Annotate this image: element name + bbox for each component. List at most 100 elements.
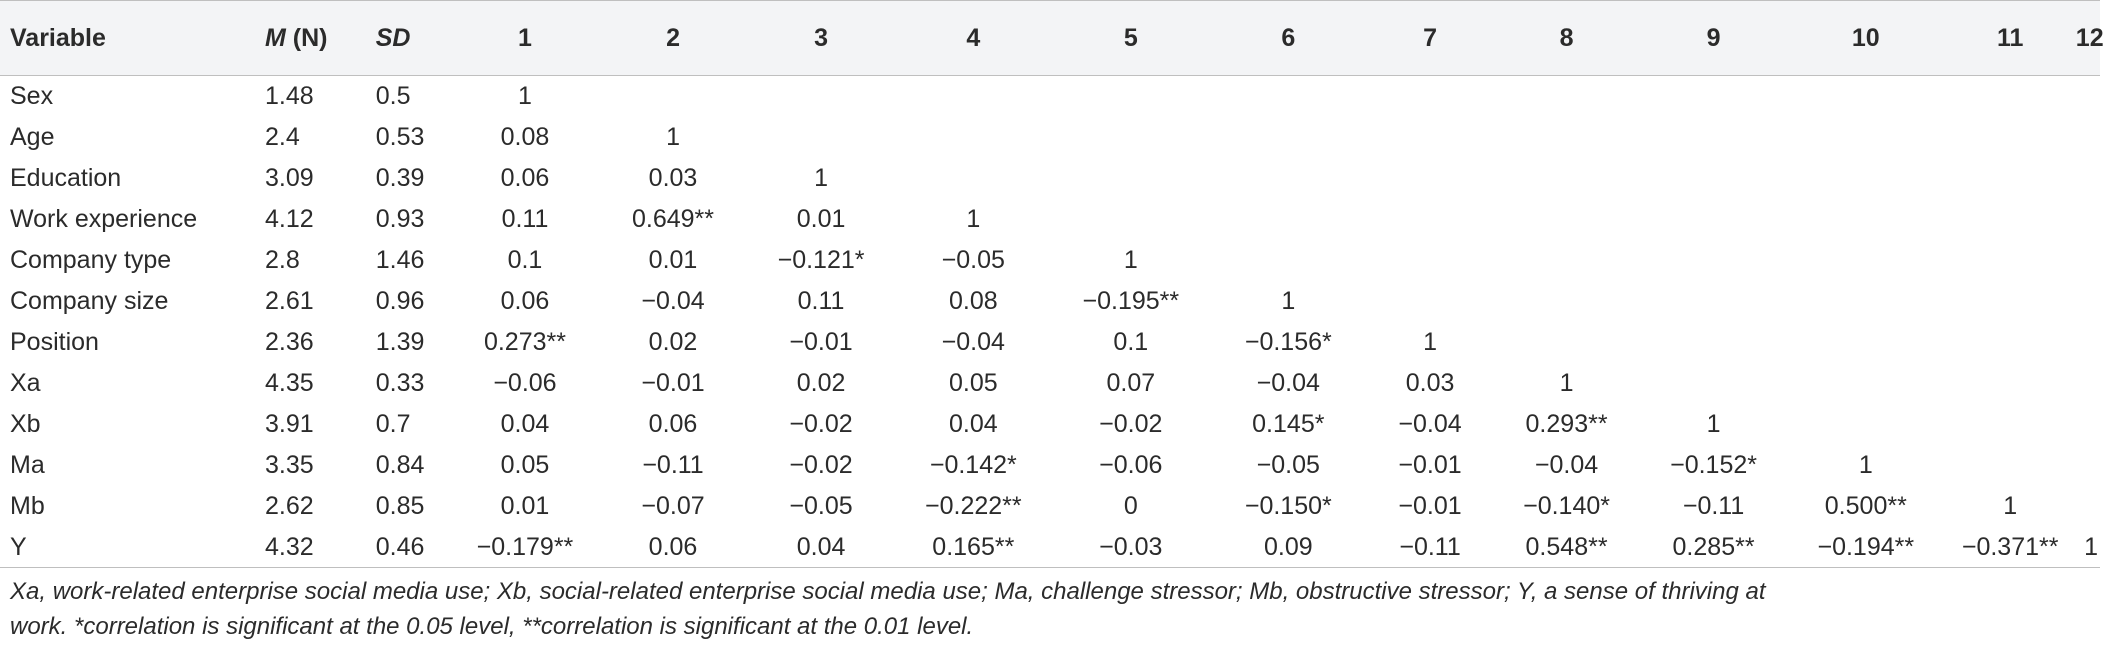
correlation-cell bbox=[2076, 486, 2100, 527]
correlation-cell bbox=[1945, 199, 2076, 240]
correlation-cell: 0.06 bbox=[500, 287, 550, 315]
header-variable: Variable bbox=[0, 0, 252, 76]
correlation-cell: 0.06 bbox=[500, 164, 550, 192]
correlation-cell: 0.01 bbox=[500, 492, 550, 520]
header-mean: M (N) bbox=[251, 0, 373, 76]
correlation-cell bbox=[598, 76, 747, 118]
correlation-cell: −0.01 bbox=[1398, 492, 1462, 520]
correlation-cell bbox=[1052, 199, 1210, 240]
correlation-cell bbox=[1367, 158, 1493, 199]
mean-cell: 4.32 bbox=[251, 527, 373, 568]
correlation-cell: −0.194** bbox=[1787, 527, 1945, 568]
correlation-cell: −0.01 bbox=[789, 328, 853, 356]
correlation-cell bbox=[1210, 117, 1368, 158]
correlation-cell bbox=[2076, 117, 2100, 158]
header-row: Variable M (N) SD 1 2 3 4 5 6 7 8 9 10 1… bbox=[0, 0, 2104, 76]
correlation-cell bbox=[1210, 199, 1368, 240]
correlation-cell bbox=[1052, 117, 1210, 158]
sd-cell: 1.39 bbox=[375, 328, 425, 356]
correlation-cell bbox=[1640, 117, 1787, 158]
correlation-cell bbox=[1945, 158, 2076, 199]
correlation-cell: 0.293** bbox=[1525, 410, 1608, 438]
correlation-cell: 0.06 bbox=[598, 527, 748, 568]
variable-name-cell: Age bbox=[10, 123, 55, 151]
sd-cell: 0.93 bbox=[375, 205, 425, 233]
correlation-cell: 0.273** bbox=[483, 328, 566, 356]
correlation-cell: −0.04 bbox=[1256, 369, 1320, 397]
correlation-cell bbox=[2076, 363, 2100, 404]
mean-cell: 2.62 bbox=[264, 492, 314, 520]
footnote-line-2: work. *correlation is significant at the… bbox=[10, 613, 974, 640]
correlation-cell bbox=[1945, 363, 2076, 404]
correlation-cell: −0.121* bbox=[777, 246, 865, 274]
table-row: Sex 1.48 0.5 1 bbox=[0, 76, 2100, 118]
variable-name-cell: Position bbox=[10, 328, 99, 356]
correlation-cell bbox=[1945, 240, 2076, 281]
header-col-3: 3 bbox=[747, 0, 895, 76]
mean-cell: 2.36 bbox=[264, 328, 314, 356]
correlation-cell bbox=[1640, 363, 1787, 404]
correlation-cell: 0.145* bbox=[1252, 410, 1325, 438]
correlation-cell: −0.02 bbox=[789, 451, 853, 479]
correlation-cell bbox=[1945, 404, 2076, 445]
correlation-cell: 0.08 bbox=[500, 123, 550, 151]
correlation-cell: −0.07 bbox=[641, 492, 705, 520]
correlation-cell: 0.05 bbox=[948, 369, 998, 397]
table-row: Position 2.36 1.39 0.273** 0.02 −0.01 −0.04 0.1… bbox=[0, 322, 2100, 363]
mean-cell: 2.61 bbox=[264, 287, 314, 315]
header-col-6: 6 bbox=[1209, 0, 1368, 76]
correlation-cell: −0.150* bbox=[1244, 492, 1332, 520]
correlation-cell: 0.09 bbox=[1209, 527, 1368, 568]
correlation-cell bbox=[1787, 322, 1945, 363]
correlation-cell bbox=[1367, 199, 1493, 240]
table-row: Xb 3.91 0.7 0.04 0.06 −0.02 0.04 −0.02 0.145* −0.… bbox=[0, 404, 2100, 445]
correlation-cell: 0.165** bbox=[894, 527, 1053, 568]
correlation-cell: −0.140* bbox=[1523, 492, 1610, 520]
correlation-cell bbox=[1493, 199, 1640, 240]
correlation-cell: −0.05 bbox=[1256, 451, 1320, 479]
sd-cell: 0.46 bbox=[372, 527, 452, 568]
sd-cell: 0.33 bbox=[375, 369, 425, 397]
table-row: Company type 2.8 1.46 0.1 0.01 −0.121* −0.05 1 bbox=[0, 240, 2100, 281]
correlation-cell bbox=[1787, 240, 1945, 281]
correlation-cell: 1 bbox=[1559, 369, 1574, 397]
header-col-9: 9 bbox=[1640, 0, 1788, 76]
header-mean-n: (N) bbox=[285, 23, 328, 52]
correlation-table: Variable M (N) SD 1 2 3 4 5 6 7 8 9 10 1… bbox=[0, 0, 2104, 568]
correlation-cell: 0.07 bbox=[1106, 369, 1156, 397]
variable-name-cell: Y bbox=[0, 527, 252, 568]
correlation-cell: −0.04 bbox=[941, 328, 1005, 356]
correlation-cell bbox=[895, 76, 1053, 118]
variable-name-cell: Work experience bbox=[10, 205, 198, 233]
correlation-cell bbox=[1787, 199, 1945, 240]
variable-name-cell: Company type bbox=[10, 246, 172, 274]
correlation-cell: 0.1 bbox=[1113, 328, 1149, 356]
variable-name-cell: Sex bbox=[10, 82, 54, 110]
correlation-cell bbox=[2076, 322, 2100, 363]
correlation-cell: −0.152* bbox=[1670, 451, 1757, 479]
header-col-2: 2 bbox=[598, 0, 748, 76]
correlation-cell: 1 bbox=[518, 82, 532, 110]
correlation-cell: −0.06 bbox=[1099, 451, 1163, 479]
table-body: Sex 1.48 0.5 1 Age 2.4 0.53 0.08 1 Education 3.09 0… bbox=[0, 76, 2100, 568]
correlation-cell: 0.04 bbox=[747, 527, 895, 568]
table-row: Work experience 4.12 0.93 0.11 0.649** 0.01 1 bbox=[0, 199, 2100, 240]
correlation-cell: 1 bbox=[966, 205, 981, 233]
variable-name-cell: Education bbox=[10, 164, 122, 192]
correlation-cell bbox=[2076, 158, 2100, 199]
table-row: Mb 2.62 0.85 0.01 −0.07 −0.05 −0.222** 0 −0.150*… bbox=[0, 486, 2100, 527]
sd-cell: 0.85 bbox=[375, 492, 425, 520]
correlation-cell bbox=[1640, 240, 1787, 281]
correlation-cell bbox=[1945, 281, 2076, 322]
correlation-cell bbox=[1210, 76, 1368, 118]
correlation-cell: 1 bbox=[1281, 287, 1296, 315]
correlation-cell bbox=[1945, 445, 2076, 486]
correlation-cell: −0.195** bbox=[1082, 287, 1180, 315]
correlation-cell: −0.02 bbox=[1099, 410, 1163, 438]
correlation-cell: 1 bbox=[1123, 246, 1138, 274]
correlation-cell bbox=[1640, 158, 1787, 199]
correlation-cell: 0.06 bbox=[648, 410, 698, 438]
table-row: Xa 4.35 0.33 −0.06 −0.01 0.02 0.05 0.07 −0.04 0.0… bbox=[0, 363, 2100, 404]
correlation-cell: 1 bbox=[2075, 527, 2100, 568]
correlation-cell: 0.11 bbox=[501, 205, 549, 233]
